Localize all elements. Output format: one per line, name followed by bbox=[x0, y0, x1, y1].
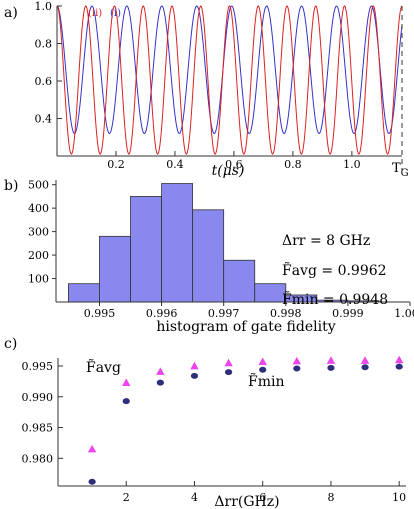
panel-a-x-tick-label: 0.8 bbox=[284, 158, 302, 171]
panel-b-annotation-fmin: F̃min = 0.9948 bbox=[282, 290, 388, 308]
panel-b-y-tick-label: 500 bbox=[28, 179, 49, 192]
histogram-bar bbox=[223, 259, 256, 303]
histogram-bar bbox=[161, 183, 194, 303]
fmin-point bbox=[395, 363, 403, 370]
panel-c-x-tick-label: 8 bbox=[327, 491, 334, 504]
panel-a-gate-time-label: TG bbox=[392, 161, 409, 179]
panel-b-y-tick-label: 200 bbox=[28, 249, 49, 262]
histogram-bar bbox=[68, 283, 100, 303]
panel-a-series bbox=[57, 5, 403, 155]
panel-c-y-tick-label: 0.995 bbox=[22, 360, 54, 373]
fmin-point bbox=[88, 478, 96, 485]
panel-b-bars bbox=[68, 183, 380, 303]
panel-c-points bbox=[87, 355, 404, 485]
panel-c-xlabel: Δrr(GHz) bbox=[214, 494, 279, 509]
panel-b-label: b) bbox=[4, 178, 18, 194]
histogram-bar bbox=[99, 235, 131, 303]
fmin-point bbox=[361, 364, 369, 371]
favg-point bbox=[258, 357, 267, 366]
panel-a-series-line-ii bbox=[57, 5, 403, 155]
panel-a-series-line-i bbox=[57, 5, 403, 135]
favg-point bbox=[156, 367, 165, 375]
panel-b-y-tick-label: 100 bbox=[28, 273, 49, 286]
panel-a-y-tick-label: 0.6 bbox=[35, 75, 53, 88]
panel-a-line-chart: a) 0.40.60.81.00.2 0.4 0.6 0.8 1.0 TG t(μs) … bbox=[4, 0, 409, 179]
panel-c-scatter: c) 0.980 0.985 0.990 0.995 2 4 6 8 10 Δrr(GHz) F… bbox=[4, 336, 406, 509]
panel-a-y-tick-label: 0.8 bbox=[35, 38, 53, 51]
favg-point bbox=[360, 356, 370, 364]
panel-a-legend-i: (i) bbox=[110, 8, 121, 19]
panel-a-xlabel: t(μs) bbox=[212, 163, 245, 179]
fmin-point bbox=[122, 398, 130, 405]
panel-a-x-tick-label: 0.2 bbox=[107, 158, 125, 171]
panel-a-label: a) bbox=[4, 5, 18, 21]
panel-c-x-tick-label: 4 bbox=[191, 491, 198, 504]
fmin-point bbox=[190, 372, 199, 379]
panel-a-x-tick-label: 1.0 bbox=[343, 158, 361, 171]
panel-c-legend-fmin: F̃min bbox=[248, 372, 284, 390]
panel-b-xlabel: histogram of gate fidelity bbox=[156, 319, 335, 335]
fmin-point bbox=[259, 366, 267, 373]
histogram-bar bbox=[130, 196, 162, 303]
panel-c-x-tick-label: 2 bbox=[123, 491, 130, 504]
favg-point bbox=[190, 361, 199, 370]
panel-b-annotation-delta: Δrr = 8 GHz bbox=[282, 233, 370, 249]
favg-point bbox=[394, 355, 404, 364]
favg-point bbox=[122, 378, 131, 386]
panel-b-x-tick-label: 0.995 bbox=[84, 307, 116, 320]
favg-point bbox=[326, 356, 336, 364]
panel-b-x-tick-label: 1.000 bbox=[394, 307, 414, 320]
panel-b-x-tick-label: 0.999 bbox=[332, 307, 364, 320]
panel-b-histogram: b) 100 200 300 400 500 0.995 0.996 0.997 0.998 0.… bbox=[4, 178, 414, 335]
panel-c-label: c) bbox=[4, 336, 17, 352]
panel-b-x-tick-label: 0.997 bbox=[208, 307, 240, 320]
fmin-point bbox=[327, 364, 335, 371]
panel-c-y-tick-label: 0.980 bbox=[22, 452, 54, 465]
panel-c-x-tick-label: 10 bbox=[392, 491, 406, 504]
panel-b-y-tick-label: 400 bbox=[28, 202, 49, 215]
panel-a-x-tick-label: 0.4 bbox=[166, 158, 184, 171]
panel-a-y-tick-label: 1.0 bbox=[35, 0, 53, 13]
panel-c-x-tick-label: 6 bbox=[259, 491, 266, 504]
panel-b-annotation-favg: F̃avg = 0.9962 bbox=[282, 261, 387, 279]
histogram-bar bbox=[192, 209, 225, 303]
panel-a-x-tick-label: 0.6 bbox=[225, 158, 243, 171]
panel-c-y-tick-label: 0.985 bbox=[22, 422, 54, 435]
favg-point bbox=[87, 444, 97, 453]
panel-b-y-tick-label: 300 bbox=[28, 226, 49, 239]
panel-a-y-tick-label: 0.4 bbox=[35, 113, 53, 126]
fmin-point bbox=[293, 365, 301, 372]
panel-b-x-tick-label: 0.996 bbox=[146, 307, 178, 320]
panel-c-y-tick-label: 0.990 bbox=[22, 391, 54, 404]
favg-point bbox=[292, 356, 302, 365]
panel-b-x-tick-label: 0.998 bbox=[270, 307, 302, 320]
panel-b-axes: 100 200 300 400 500 0.995 0.996 0.997 0.998 0.999… bbox=[28, 179, 414, 320]
fmin-point bbox=[156, 379, 164, 386]
panel-c-axes: 0.980 0.985 0.990 0.995 2 4 6 8 10 bbox=[22, 358, 406, 504]
fmin-point bbox=[224, 369, 233, 376]
panel-a-legend-ii: (ii) bbox=[88, 8, 102, 19]
panel-c-legend-favg: F̃avg bbox=[86, 358, 121, 376]
favg-point bbox=[224, 358, 233, 367]
panel-a-ticks: 0.4 0.6 0.8 1.0 0.2 0.4 0.6 0.8 1.0 bbox=[35, 0, 361, 171]
